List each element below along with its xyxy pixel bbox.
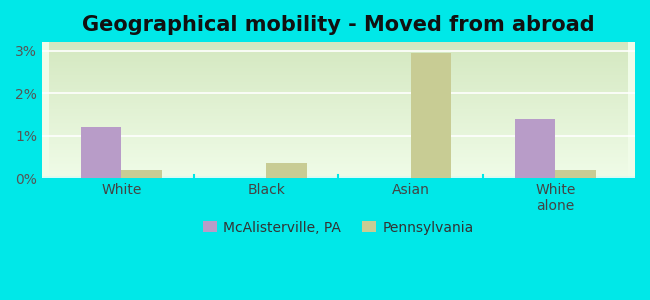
Bar [515,118,556,178]
Bar [122,169,162,178]
Bar [556,170,596,178]
Bar [266,163,307,178]
Legend: McAlisterville, PA, Pennsylvania: McAlisterville, PA, Pennsylvania [197,215,480,240]
Bar [411,53,451,178]
Title: Geographical mobility - Moved from abroad: Geographical mobility - Moved from abroa… [82,15,595,35]
Bar [81,127,122,178]
